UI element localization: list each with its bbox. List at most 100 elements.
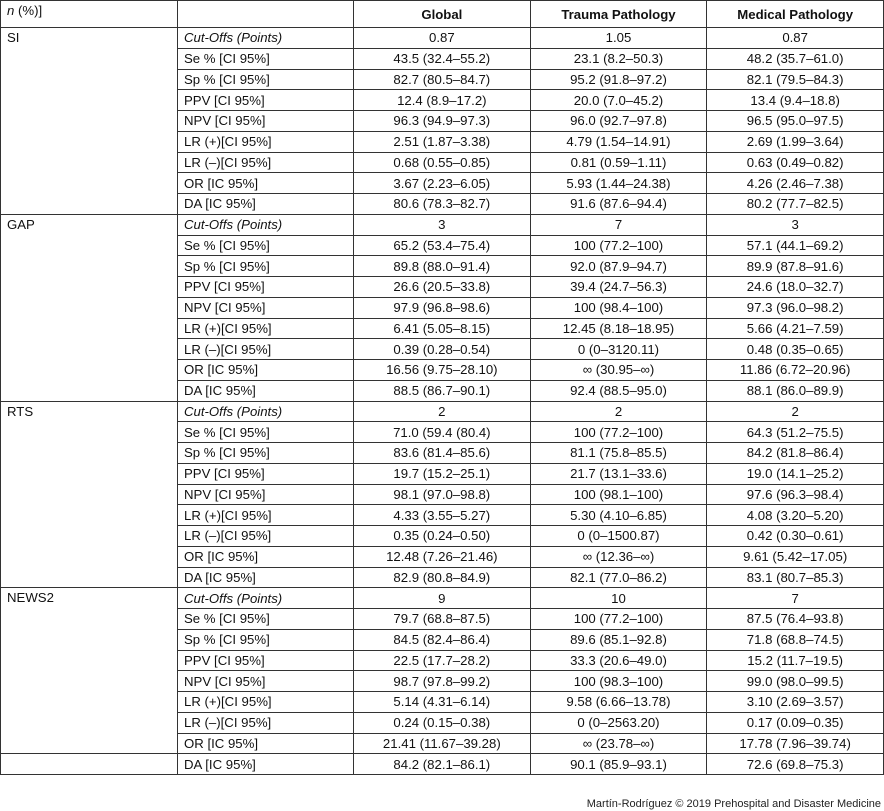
value-medical: 5.66 (4.21–7.59) <box>706 317 884 340</box>
metric-label: DA [IC 95%] <box>177 566 354 589</box>
value-global: 0.68 (0.55–0.85) <box>353 151 531 174</box>
metric-label: PPV [CI 95%] <box>177 89 354 111</box>
value-global: 98.7 (97.8–99.2) <box>353 670 531 692</box>
value-medical: 4.08 (3.20–5.20) <box>706 504 884 526</box>
value-medical: 57.1 (44.1–69.2) <box>706 234 884 257</box>
table-row: DA [IC 95%] 84.2 (82.1–86.1) 90.1 (85.9–93… <box>0 753 884 775</box>
table-row: NEWS2 Cut-Offs (Points) 9 10 7 <box>0 587 884 755</box>
table-row: GAP Cut-Offs (Points) 3 7 3 <box>0 213 884 402</box>
header-n-rest: (%)] <box>14 3 43 18</box>
value-medical: 2 <box>706 400 884 423</box>
metric-label: Se % [CI 95%] <box>177 47 354 70</box>
table-row: PPV [CI 95%] 19.7 (15.2–25.1) 21.7 (13.1–3… <box>1 462 884 485</box>
value-medical: 0.17 (0.09–0.35) <box>706 711 884 734</box>
value-global: 43.5 (32.4–55.2) <box>353 47 531 70</box>
value-trauma: ∞ (12.36–∞) <box>529 545 708 568</box>
value-global: 2 <box>353 400 531 423</box>
value-medical: 64.3 (51.2–75.5) <box>706 421 884 443</box>
value-trauma: 23.1 (8.2–50.3) <box>529 47 708 70</box>
value-global: 19.7 (15.2–25.1) <box>353 462 531 485</box>
value-medical: 4.26 (2.46–7.38) <box>706 172 884 194</box>
metric-label: Sp % [CI 95%] <box>177 442 354 464</box>
value-global: 21.41 (11.67–39.28) <box>353 732 531 755</box>
table-row: OR [IC 95%] 12.48 (7.26–21.46) ∞ (12.36–∞)… <box>1 545 884 568</box>
metric-label: Se % [CI 95%] <box>177 234 354 257</box>
score-name <box>0 753 178 775</box>
value-trauma: 100 (77.2–100) <box>529 234 708 257</box>
value-trauma: 0 (0–1500.87) <box>529 525 708 547</box>
metric-label: NPV [CI 95%] <box>177 110 354 132</box>
metric-label: Sp % [CI 95%] <box>177 628 354 651</box>
value-global: 4.33 (3.55–5.27) <box>353 504 531 526</box>
metric-label: DA [IC 95%] <box>177 193 354 215</box>
metric-label: Cut-Offs (Points) <box>177 587 354 609</box>
value-global: 0.39 (0.28–0.54) <box>353 338 531 360</box>
value-global: 71.0 (59.4 (80.4) <box>353 421 531 443</box>
value-global: 16.56 (9.75–28.10) <box>353 359 531 381</box>
value-medical: 3 <box>706 213 884 236</box>
header-n-italic: n <box>7 3 15 18</box>
value-medical: 2.69 (1.99–3.64) <box>706 130 884 153</box>
header-medical: Medical Pathology <box>706 0 884 28</box>
value-medical: 89.9 (87.8–91.6) <box>706 255 884 277</box>
value-medical: 0.87 <box>706 27 884 49</box>
table-row: DA [IC 95%] 80.6 (78.3–82.7) 91.6 (87.6–94… <box>1 193 884 215</box>
table-row: Sp % [CI 95%] 84.5 (82.4–86.4) 89.6 (85.1–… <box>1 628 884 651</box>
header-metric <box>177 0 354 28</box>
value-global: 0.35 (0.24–0.50) <box>353 525 531 547</box>
table-row: LR (–)[CI 95%] 0.35 (0.24–0.50) 0 (0–1500.… <box>1 525 884 547</box>
table-row: PPV [CI 95%] 26.6 (20.5–33.8) 39.4 (24.7–5… <box>1 276 884 298</box>
value-global: 0.87 <box>353 27 531 49</box>
value-medical: 72.6 (69.8–75.3) <box>706 753 884 775</box>
metric-label: LR (–)[CI 95%] <box>177 151 354 174</box>
value-medical: 0.48 (0.35–0.65) <box>706 338 884 360</box>
value-global: 82.9 (80.8–84.9) <box>353 566 531 589</box>
value-medical: 87.5 (76.4–93.8) <box>706 608 884 630</box>
table-row: LR (+)[CI 95%] 2.51 (1.87–3.38) 4.79 (1.54… <box>1 130 884 153</box>
table-row: LR (+)[CI 95%] 6.41 (5.05–8.15) 12.45 (8.1… <box>1 317 884 340</box>
value-trauma: ∞ (30.95–∞) <box>529 359 708 381</box>
value-medical: 80.2 (77.7–82.5) <box>706 193 884 215</box>
table-body: SI Cut-Offs (Points) 0.87 1.05 0.87 Se % [CI … <box>0 27 884 775</box>
table-row: RTS Cut-Offs (Points) 2 2 2 <box>0 400 884 589</box>
value-medical: 0.63 (0.49–0.82) <box>706 151 884 174</box>
header-n-percent: n (%)] <box>0 0 178 28</box>
metric-label: PPV [CI 95%] <box>177 462 354 485</box>
value-trauma: 5.93 (1.44–24.38) <box>529 172 708 194</box>
value-medical: 7 <box>706 587 884 609</box>
value-global: 0.24 (0.15–0.38) <box>353 711 531 734</box>
metric-label: Sp % [CI 95%] <box>177 68 354 91</box>
metric-label: OR [IC 95%] <box>177 359 354 381</box>
value-global: 80.6 (78.3–82.7) <box>353 193 531 215</box>
value-trauma: 12.45 (8.18–18.95) <box>529 317 708 340</box>
metric-label: OR [IC 95%] <box>177 172 354 194</box>
value-trauma: ∞ (23.78–∞) <box>529 732 708 755</box>
metric-label: NPV [CI 95%] <box>177 670 354 692</box>
value-trauma: 1.05 <box>529 27 708 49</box>
value-trauma: 7 <box>529 213 708 236</box>
value-trauma: 92.0 (87.9–94.7) <box>529 255 708 277</box>
value-global: 96.3 (94.9–97.3) <box>353 110 531 132</box>
value-global: 65.2 (53.4–75.4) <box>353 234 531 257</box>
value-global: 79.7 (68.8–87.5) <box>353 608 531 630</box>
value-medical: 84.2 (81.8–86.4) <box>706 442 884 464</box>
table-row: PPV [CI 95%] 12.4 (8.9–17.2) 20.0 (7.0–45.… <box>1 89 884 111</box>
value-medical: 3.10 (2.69–3.57) <box>706 691 884 713</box>
value-global: 12.4 (8.9–17.2) <box>353 89 531 111</box>
value-trauma: 89.6 (85.1–92.8) <box>529 628 708 651</box>
value-trauma: 100 (98.4–100) <box>529 296 708 319</box>
metric-label: Cut-Offs (Points) <box>177 213 354 236</box>
value-global: 5.14 (4.31–6.14) <box>353 691 531 713</box>
value-trauma: 92.4 (88.5–95.0) <box>529 379 708 402</box>
value-trauma: 90.1 (85.9–93.1) <box>529 753 708 775</box>
metric-label: Se % [CI 95%] <box>177 421 354 443</box>
value-medical: 71.8 (68.8–74.5) <box>706 628 884 651</box>
copyright-footer: Martín-Rodríguez © 2019 Prehospital and … <box>586 798 881 810</box>
value-trauma: 9.58 (6.66–13.78) <box>529 691 708 713</box>
value-trauma: 39.4 (24.7–56.3) <box>529 276 708 298</box>
table-row: NPV [CI 95%] 98.7 (97.8–99.2) 100 (98.3–10… <box>1 670 884 692</box>
metric-label: LR (–)[CI 95%] <box>177 338 354 360</box>
header-global: Global <box>353 0 531 28</box>
value-trauma: 95.2 (91.8–97.2) <box>529 68 708 91</box>
metric-label: Cut-Offs (Points) <box>177 400 354 423</box>
